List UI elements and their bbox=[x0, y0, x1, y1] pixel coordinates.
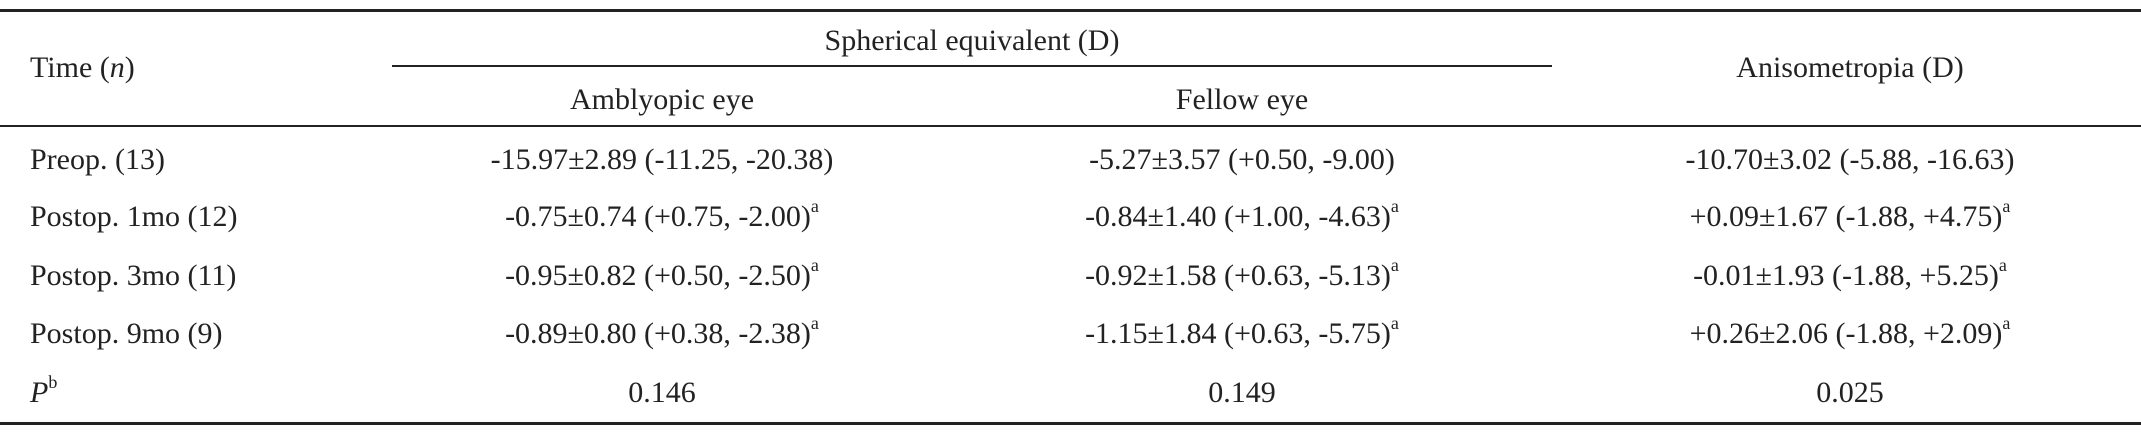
cell: 0.146 bbox=[628, 376, 696, 409]
superscript: a bbox=[2002, 196, 2011, 216]
cell: +0.09±1.67 (-1.88, +4.75)a bbox=[1689, 196, 2011, 234]
cell: -0.95±0.82 (+0.50, -2.50)a bbox=[505, 255, 819, 293]
superscript: a bbox=[1390, 313, 1399, 333]
column-header: Amblyopic eye bbox=[569, 83, 755, 116]
superscript: a bbox=[810, 196, 819, 216]
cell-text: -5.27±3.57 (+0.50, -9.00) bbox=[1089, 143, 1395, 176]
cell: -0.01±1.93 (-1.88, +5.25)a bbox=[1693, 255, 2007, 293]
cell-text: -0.95±0.82 (+0.50, -2.50) bbox=[505, 259, 811, 292]
superscript: a bbox=[810, 313, 819, 333]
p-symbol: P bbox=[30, 376, 49, 409]
superscript: a bbox=[1998, 255, 2007, 275]
column-header: Anisometropia (D) bbox=[1736, 51, 1964, 84]
cell-text: +0.26±2.06 (-1.88, +2.09) bbox=[1689, 317, 2003, 350]
cell-text: -0.92±1.58 (+0.63, -5.13) bbox=[1085, 259, 1391, 292]
bottom-rule bbox=[0, 422, 2141, 425]
group-rule bbox=[392, 65, 1552, 67]
row-label: Postop. 9mo (9) bbox=[30, 317, 223, 350]
cell: -1.15±1.84 (+0.63, -5.75)a bbox=[1085, 313, 1399, 351]
cell: -5.27±3.57 (+0.50, -9.00) bbox=[1089, 143, 1395, 177]
cell-text: -10.70±3.02 (-5.88, -16.63) bbox=[1685, 143, 2015, 176]
cell-text: -1.15±1.84 (+0.63, -5.75) bbox=[1085, 317, 1391, 350]
cell: 0.025 bbox=[1816, 376, 1884, 409]
row-label: Postop. 3mo (11) bbox=[30, 259, 237, 292]
superscript: a bbox=[1390, 196, 1399, 216]
column-header: Fellow eye bbox=[1175, 83, 1309, 116]
cell-text: -0.84±1.40 (+1.00, -4.63) bbox=[1085, 200, 1391, 233]
cell: -10.70±3.02 (-5.88, -16.63) bbox=[1686, 143, 2015, 177]
cell: -0.84±1.40 (+1.00, -4.63)a bbox=[1085, 196, 1399, 234]
header-text: Time ( bbox=[30, 51, 110, 84]
header-italic: n bbox=[109, 51, 125, 84]
cell-text: -15.97±2.89 (-11.25, -20.38) bbox=[490, 143, 834, 176]
header-text: ) bbox=[124, 51, 135, 84]
superscript: b bbox=[48, 372, 58, 392]
cell: -0.89±0.80 (+0.38, -2.38)a bbox=[505, 313, 819, 351]
group-header: Spherical equivalent (D) bbox=[824, 24, 1120, 57]
row-label: Preop. (13) bbox=[30, 143, 165, 176]
cell: +0.26±2.06 (-1.88, +2.09)a bbox=[1689, 313, 2011, 351]
superscript: a bbox=[1390, 255, 1399, 275]
row-label: Pb bbox=[30, 372, 57, 410]
superscript: a bbox=[810, 255, 819, 275]
cell-text: -0.89±0.80 (+0.38, -2.38) bbox=[505, 317, 811, 350]
top-rule bbox=[0, 9, 2141, 12]
cell-text: -0.01±1.93 (-1.88, +5.25) bbox=[1693, 259, 1999, 292]
header-rule bbox=[0, 125, 2141, 127]
cell: -15.97±2.89 (-11.25, -20.38) bbox=[491, 143, 834, 177]
cell: -0.75±0.74 (+0.75, -2.00)a bbox=[505, 196, 819, 234]
cell-text: +0.09±1.67 (-1.88, +4.75) bbox=[1689, 200, 2003, 233]
cell: -0.92±1.58 (+0.63, -5.13)a bbox=[1085, 255, 1399, 293]
superscript: a bbox=[2002, 313, 2011, 333]
time-header: Time (n) bbox=[30, 51, 135, 85]
row-label: Postop. 1mo (12) bbox=[30, 200, 238, 233]
cell: 0.149 bbox=[1208, 376, 1276, 409]
cell-text: -0.75±0.74 (+0.75, -2.00) bbox=[505, 200, 811, 233]
